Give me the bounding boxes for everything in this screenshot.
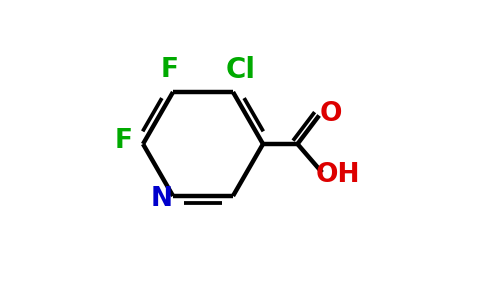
Text: N: N [151, 186, 173, 212]
Text: Cl: Cl [226, 56, 256, 83]
Text: F: F [115, 128, 133, 154]
Text: OH: OH [316, 163, 360, 188]
Text: F: F [161, 56, 179, 82]
Text: O: O [319, 101, 342, 127]
